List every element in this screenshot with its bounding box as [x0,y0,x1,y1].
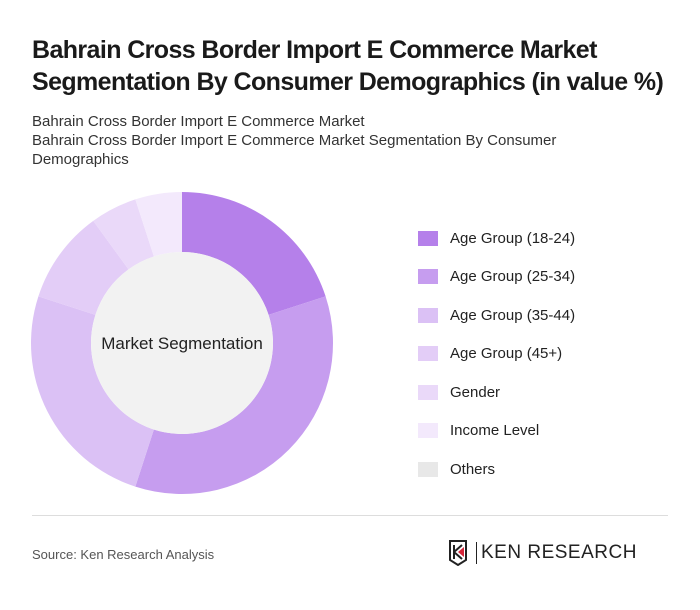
ken-research-logo: KEN RESEARCH [448,540,637,566]
legend-label: Income Level [450,422,540,440]
logo-shield-icon [449,540,467,566]
donut-slice-4 [93,199,154,270]
divider [32,515,668,516]
legend-label: Others [450,460,496,478]
footer: Source: Ken Research Analysis KEN RESEAR… [0,511,700,597]
legend-item: Age Group (18-24) [418,219,575,258]
logo-text: KEN RESEARCH [476,542,637,564]
legend-label: Gender [450,383,501,401]
legend: Age Group (18-24) Age Group (25-34) Age Gr… [418,219,575,489]
legend-label: Age Group (25-34) [450,268,576,286]
legend-label: Age Group (45+) [450,345,563,363]
donut-chart: Market Segmentation [31,192,333,494]
legend-swatch [418,307,438,323]
subtitle-market: Bahrain Cross Border Import E Commerce M… [32,113,365,130]
header: Bahrain Cross Border Import E Commerce M… [0,0,700,169]
legend-swatch [418,269,438,285]
legend-swatch [418,346,438,362]
legend-swatch [418,230,438,246]
legend-swatch [418,384,438,400]
donut-slice-3 [38,220,129,315]
donut-center [91,252,273,434]
legend-item: Age Group (35-44) [418,296,575,335]
chart-area: Market Segmentation Age Group (18-24) Age… [0,181,700,511]
legend-swatch [418,423,438,439]
legend-label: Age Group (35-44) [450,306,576,324]
source-note: Source: Ken Research Analysis [32,547,215,562]
legend-item: Income Level [418,412,575,451]
donut-slice-1 [135,296,333,494]
legend-item: Age Group (45+) [418,335,575,374]
legend-item: Age Group (25-34) [418,258,575,297]
donut-slice-0 [182,192,326,315]
subtitle-segmentation: Bahrain Cross Border Import E Commerce M… [32,132,557,168]
chart-title: Bahrain Cross Border Import E Commerce M… [32,36,664,96]
donut-slice-2 [31,296,154,487]
donut-slice-5 [135,192,182,257]
legend-item: Others [418,450,575,489]
legend-item: Gender [418,373,575,412]
legend-swatch [418,461,438,477]
center-label: Market Segmentation [101,334,263,353]
legend-label: Age Group (18-24) [450,229,576,247]
